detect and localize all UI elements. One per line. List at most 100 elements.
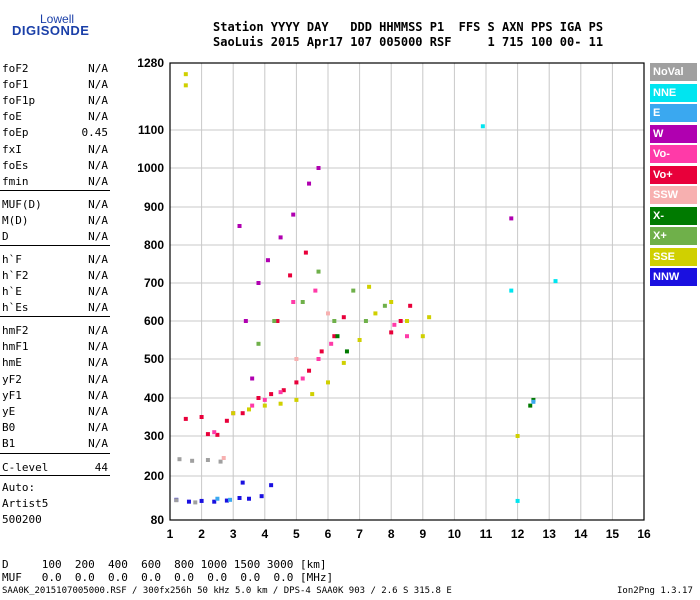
legend-item-vo-: Vo- (650, 145, 697, 163)
echo-point-sse (262, 403, 267, 408)
echo-point-vo- (291, 300, 296, 304)
x-tick-label: 12 (511, 527, 525, 541)
echo-point-vo- (300, 376, 305, 381)
echo-point-vo- (392, 322, 397, 327)
echo-point-e (215, 496, 220, 501)
param-value: N/A (88, 214, 108, 227)
echo-point-e (531, 399, 536, 404)
param-value: N/A (88, 301, 108, 314)
param-name: foF2 (2, 62, 29, 75)
legend-item-x-: X+ (650, 227, 697, 245)
echo-point-x- (335, 334, 340, 339)
param-name: fmin (2, 175, 29, 188)
echo-point-sse (515, 434, 520, 438)
x-tick-label: 8 (388, 527, 395, 541)
echo-point-sse (357, 338, 362, 342)
footer-file-info: SAA0K_2015107005000.RSF / 300fx256h 50 k… (2, 586, 452, 596)
echo-point-w (250, 376, 255, 381)
echo-point-w (237, 224, 242, 228)
echo-point-w (278, 235, 283, 240)
echo-point-w (307, 181, 312, 186)
echo-point-vo- (275, 319, 280, 323)
param-value: N/A (88, 437, 108, 450)
echo-point-e (228, 497, 233, 502)
param-value: N/A (88, 94, 108, 107)
param-name: h`F2 (2, 269, 29, 282)
param-name: yE (2, 405, 16, 418)
x-tick-label: 2 (198, 527, 205, 541)
y-tick-label: 1100 (138, 123, 164, 137)
param-name: h`Es (2, 301, 29, 314)
echo-point-ssw (221, 456, 226, 460)
param-value: N/A (88, 253, 108, 266)
y-tick-label: 1280 (137, 56, 164, 70)
legend-item-nne: NNE (650, 83, 697, 102)
logo-lowell: Lowell (40, 12, 75, 26)
logo-digisonde: DIGISONDE (12, 23, 90, 38)
x-tick-label: 5 (293, 527, 300, 541)
x-tick-label: 14 (574, 527, 588, 541)
echo-point-nnw (199, 498, 204, 503)
panel-separator (0, 190, 110, 191)
echo-point-nnw (259, 494, 264, 499)
autoscaler-name: Artist5 (2, 497, 49, 510)
echo-point-x- (382, 303, 387, 308)
echo-point-w (243, 319, 248, 323)
echo-point-x- (528, 403, 533, 408)
panel-separator (0, 453, 110, 454)
echo-point-nne (515, 498, 520, 503)
legend-item-w: W (650, 124, 697, 143)
echo-point-ssw (326, 311, 330, 316)
param-name: h`E (2, 285, 22, 298)
param-value: N/A (88, 198, 108, 211)
echo-point-vo- (408, 303, 413, 308)
echo-point-ssw (294, 357, 299, 361)
param-name: MUF(D) (2, 198, 42, 211)
echo-point-w (256, 281, 261, 285)
param-value: N/A (88, 324, 108, 337)
param-name: M(D) (2, 214, 29, 227)
param-value: N/A (88, 421, 108, 434)
param-value: 0.45 (81, 126, 109, 139)
echo-point-vo- (256, 396, 261, 400)
autoscaler-label: Auto: (2, 481, 36, 494)
echo-point-nne (480, 124, 485, 129)
y-tick-label: 300 (144, 429, 164, 443)
echo-point-vo- (329, 341, 334, 346)
echo-point-sse (373, 311, 378, 316)
echo-point-vo- (281, 388, 286, 393)
param-name: fxI (2, 143, 22, 156)
param-value: N/A (88, 389, 108, 402)
param-value: N/A (88, 285, 108, 298)
x-tick-label: 15 (606, 527, 620, 541)
param-name: foF1 (2, 78, 29, 91)
echo-point-sse (420, 334, 425, 339)
echo-point-sse (405, 319, 409, 323)
x-tick-label: 10 (448, 527, 462, 541)
legend-item-sse: SSE (650, 247, 697, 266)
param-name: hmF2 (2, 324, 29, 337)
echo-point-nnw (186, 499, 191, 504)
echo-point-sse (389, 300, 394, 304)
param-name: hmF1 (2, 340, 29, 353)
param-name: h`F (2, 253, 22, 266)
echo-point-noval (190, 458, 195, 463)
echo-point-sse (247, 407, 251, 412)
y-tick-label: 80 (151, 513, 165, 527)
legend-item-vo-: Vo+ (650, 165, 697, 184)
echo-point-nnw (247, 496, 251, 501)
x-tick-label: 3 (230, 527, 237, 541)
panel-separator (0, 245, 110, 246)
echo-point-vo- (288, 273, 293, 278)
param-value: N/A (88, 62, 108, 75)
param-value: N/A (88, 356, 108, 369)
echo-point-vo- (262, 397, 267, 402)
x-tick-label: 6 (325, 527, 332, 541)
param-name: yF2 (2, 373, 22, 386)
param-value: N/A (88, 159, 108, 172)
param-name: B0 (2, 421, 16, 434)
echo-point-sse (341, 360, 346, 365)
echo-point-vo- (205, 432, 210, 437)
echo-point-w (291, 212, 296, 217)
